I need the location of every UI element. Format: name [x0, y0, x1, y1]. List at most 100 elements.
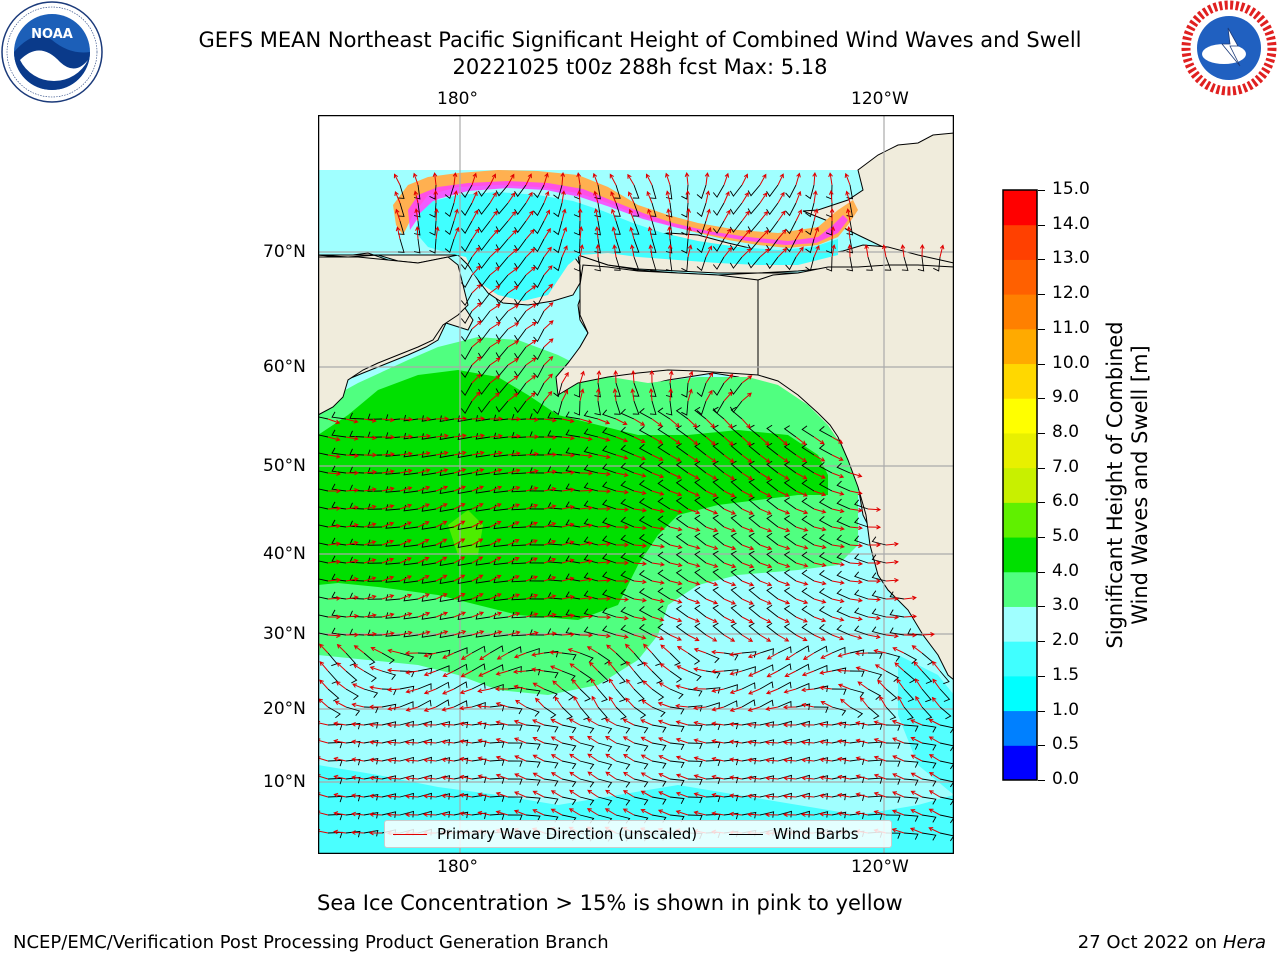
wave-direction-arrow: [819, 670, 833, 675]
wind-barb: [417, 699, 432, 708]
wave-direction-arrow: [813, 226, 820, 240]
wave-direction-arrow: [399, 434, 414, 439]
wind-barb: [547, 448, 563, 456]
wind-barb: [712, 586, 725, 600]
wave-direction-arrow: [399, 468, 413, 474]
wave-direction-arrow: [543, 417, 557, 423]
wave-direction-arrow: [795, 526, 809, 532]
wave-direction-arrow: [368, 704, 383, 710]
wave-direction-arrow: [525, 357, 537, 366]
wave-direction-arrow: [667, 243, 673, 258]
wave-direction-arrow: [579, 370, 585, 384]
wind-barb: [318, 524, 329, 528]
wave-direction-arrow: [550, 754, 563, 762]
wave-direction-arrow: [777, 490, 790, 497]
lon-label-top-120w: 120°W: [851, 89, 909, 109]
wave-direction-arrow: [633, 472, 647, 478]
wind-barb: [712, 220, 725, 234]
wave-direction-arrow: [554, 696, 563, 708]
wind-barb: [801, 587, 815, 600]
wind-barb: [565, 537, 581, 546]
wind-barb: [885, 706, 897, 720]
wave-direction-arrow: [404, 794, 419, 799]
wind-barb: [565, 627, 581, 636]
wave-direction-arrow: [495, 702, 509, 708]
wave-direction-arrow: [837, 683, 851, 690]
wind-barb: [813, 721, 829, 728]
wind-barb: [439, 523, 455, 530]
wind-barb: [363, 652, 376, 666]
wave-direction-arrow: [879, 695, 887, 708]
wave-direction-arrow: [747, 793, 761, 799]
wave-direction-arrow: [675, 773, 689, 780]
wind-barb: [318, 632, 329, 636]
wave-direction-arrow: [633, 525, 647, 531]
wave-direction-arrow: [928, 772, 941, 780]
wave-direction-arrow: [813, 190, 818, 204]
wave-direction-arrow: [648, 244, 654, 258]
wind-barb: [705, 702, 720, 709]
wave-direction-arrow: [417, 433, 432, 439]
wind-barb: [583, 536, 599, 546]
wind-barb: [511, 467, 527, 475]
wind-barb: [565, 555, 581, 564]
wind-barb: [620, 516, 635, 528]
wave-direction-arrow: [507, 451, 521, 456]
wind-barb: [525, 796, 541, 804]
wave-direction-arrow: [795, 544, 809, 550]
colorbar-tick-label: 2.0: [1052, 630, 1080, 651]
wind-barb: [620, 408, 635, 420]
wind-barb: [460, 292, 473, 306]
wind-barb: [331, 519, 347, 528]
colorbar-tick-label: 3.0: [1052, 595, 1080, 616]
wind-barb: [553, 400, 563, 416]
wind-barb: [921, 706, 933, 720]
wind-barb: [813, 757, 829, 764]
wind-barb: [507, 706, 523, 715]
wind-barb: [867, 777, 883, 784]
wave-direction-arrow: [507, 210, 517, 222]
wave-direction-arrow: [685, 189, 691, 204]
wave-direction-arrow: [640, 736, 653, 744]
wave-direction-arrow: [345, 632, 360, 638]
wind-barb: [475, 433, 491, 440]
wave-direction-arrow: [435, 593, 448, 600]
wind-barb: [514, 238, 527, 252]
colorbar-tick-mark: [1038, 641, 1045, 643]
wind-barb: [579, 778, 595, 788]
wave-direction-arrow: [404, 757, 419, 763]
wind-barb: [795, 703, 811, 710]
wind-barb: [675, 497, 689, 510]
wave-direction-arrow: [423, 757, 437, 763]
wave-direction-arrow: [687, 244, 693, 258]
wave-direction-arrow: [561, 190, 566, 204]
wind-barb: [759, 721, 775, 728]
wave-direction-arrow: [802, 652, 815, 660]
wind-barb: [795, 792, 811, 800]
wave-direction-arrow: [471, 191, 478, 204]
wind-barb: [363, 775, 379, 783]
wave-direction-arrow: [801, 687, 815, 693]
wind-barb: [495, 238, 509, 251]
wave-direction-arrow: [746, 739, 761, 745]
wave-direction-arrow: [345, 470, 360, 476]
wind-barb: [748, 442, 761, 456]
wind-barb: [565, 429, 581, 438]
wind-barb: [783, 623, 797, 636]
wind-barb: [453, 663, 468, 672]
wave-direction-arrow: [777, 191, 785, 204]
wind-barb: [561, 652, 577, 661]
wave-direction-arrow: [864, 244, 869, 258]
wind-barb: [805, 256, 815, 272]
wave-direction-arrow: [741, 392, 752, 402]
wind-barb: [901, 256, 909, 271]
wave-direction-arrow: [693, 647, 707, 654]
wave-direction-arrow: [669, 526, 683, 532]
wave-direction-arrow: [404, 650, 419, 656]
wave-direction-arrow: [417, 468, 431, 474]
wind-barb: [638, 480, 653, 492]
wave-direction-arrow: [782, 757, 797, 763]
wave-direction-arrow: [624, 643, 635, 654]
wave-direction-arrow: [561, 558, 575, 564]
wave-direction-arrow: [612, 388, 618, 402]
